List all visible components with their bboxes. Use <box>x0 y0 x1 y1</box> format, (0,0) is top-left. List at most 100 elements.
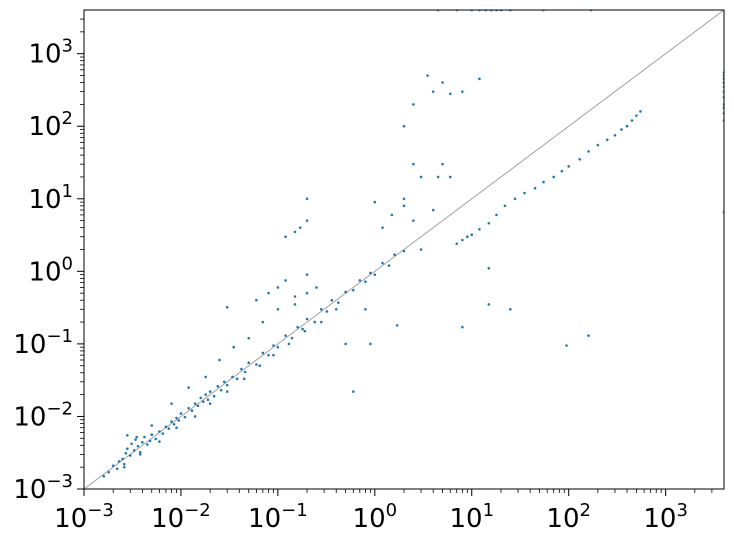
data-point <box>290 336 294 340</box>
data-point <box>523 191 526 195</box>
y-tick-label: 101 <box>28 181 73 215</box>
data-point <box>419 248 423 251</box>
data-point <box>393 253 396 256</box>
data-point <box>284 279 287 282</box>
data-point <box>402 204 406 208</box>
data-point <box>441 81 444 84</box>
data-point <box>369 271 372 275</box>
plot-area <box>83 9 725 490</box>
data-point <box>325 310 329 313</box>
data-point <box>272 344 275 347</box>
data-point <box>255 298 258 302</box>
data-point <box>565 344 568 347</box>
data-point <box>243 370 247 374</box>
data-point <box>232 345 235 349</box>
data-point <box>231 375 234 379</box>
data-point <box>567 165 570 168</box>
data-point <box>478 227 481 231</box>
data-point <box>187 406 190 410</box>
data-point <box>175 416 178 420</box>
data-point <box>242 377 246 381</box>
data-point <box>141 441 144 444</box>
data-point <box>560 169 564 173</box>
data-point <box>287 342 291 346</box>
data-point <box>175 426 178 429</box>
reference-line <box>83 9 725 490</box>
data-point <box>293 295 297 298</box>
data-point <box>630 119 634 122</box>
data-point <box>470 233 474 236</box>
data-point <box>587 334 590 337</box>
data-point <box>344 342 347 346</box>
data-point <box>412 103 415 106</box>
data-point <box>143 435 146 439</box>
data-point <box>276 307 280 311</box>
data-point <box>319 307 323 311</box>
data-point <box>284 235 287 239</box>
data-point <box>369 342 372 346</box>
data-point <box>390 213 394 217</box>
data-point <box>126 433 129 437</box>
data-point <box>177 419 181 422</box>
data-point <box>431 90 435 93</box>
data-point <box>330 298 334 302</box>
data-point <box>578 158 582 161</box>
data-point <box>436 175 440 179</box>
data-point <box>161 432 165 435</box>
data-point <box>441 162 444 166</box>
data-point <box>364 307 367 311</box>
data-point <box>130 442 133 446</box>
x-tick-label: 102 <box>546 500 591 534</box>
data-point <box>126 447 129 450</box>
data-point <box>247 336 250 340</box>
data-point <box>225 305 229 309</box>
data-point <box>225 390 229 393</box>
data-point <box>381 226 384 229</box>
data-point <box>170 420 173 423</box>
data-point <box>132 449 136 452</box>
data-point <box>352 288 355 292</box>
data-point <box>419 175 423 179</box>
data-point <box>193 402 197 405</box>
data-point <box>587 150 590 153</box>
data-point <box>402 124 406 128</box>
data-point <box>170 402 173 405</box>
x-tick-label: 10−3 <box>54 500 114 534</box>
data-point <box>639 110 642 113</box>
data-point <box>402 197 406 201</box>
data-point <box>605 138 609 142</box>
data-point <box>121 457 124 461</box>
data-point <box>387 264 391 267</box>
data-point <box>146 443 149 446</box>
data-point <box>495 213 498 217</box>
y-axis: 10−3 10−2 10−1 100 101 102 103 <box>13 18 84 505</box>
data-point <box>635 114 638 117</box>
data-point <box>298 226 302 229</box>
data-point <box>172 422 176 426</box>
data-point <box>136 444 140 448</box>
data-point <box>154 437 158 441</box>
data-point <box>487 267 491 270</box>
data-point <box>219 388 223 392</box>
data-point <box>216 385 220 388</box>
y-tick-label: 10−1 <box>13 326 73 360</box>
data-point <box>199 396 203 400</box>
data-point <box>296 325 299 329</box>
data-point <box>122 462 126 466</box>
data-point <box>542 180 545 184</box>
data-point <box>305 219 309 222</box>
data-point <box>509 307 512 311</box>
data-point <box>412 162 415 166</box>
data-point <box>620 128 623 131</box>
data-point <box>293 303 297 306</box>
data-point <box>204 375 207 379</box>
data-point <box>235 377 239 381</box>
data-point <box>138 451 142 454</box>
data-point <box>284 334 287 337</box>
data-point <box>201 400 205 403</box>
x-tick-label: 100 <box>353 500 398 534</box>
data-point <box>218 358 221 362</box>
data-point <box>167 427 171 430</box>
data-point <box>225 383 229 387</box>
